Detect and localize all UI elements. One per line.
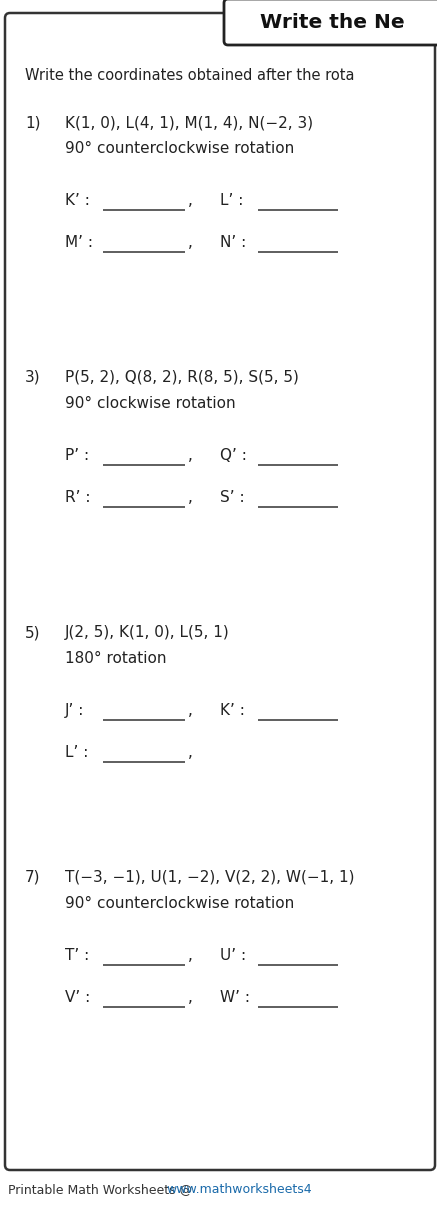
Text: ,: , <box>188 235 193 249</box>
Text: U’ :: U’ : <box>220 948 246 963</box>
Text: N’ :: N’ : <box>220 235 246 249</box>
Text: J(2, 5), K(1, 0), L(5, 1): J(2, 5), K(1, 0), L(5, 1) <box>65 625 230 640</box>
Text: ,: , <box>188 703 193 718</box>
Text: 90° clockwise rotation: 90° clockwise rotation <box>65 396 236 411</box>
Text: ,: , <box>188 448 193 463</box>
Text: www.mathworksheets4: www.mathworksheets4 <box>166 1183 312 1197</box>
Text: M’ :: M’ : <box>65 235 93 249</box>
Text: 7): 7) <box>25 870 41 884</box>
Text: ,: , <box>188 490 193 505</box>
Text: Write the Ne: Write the Ne <box>260 12 405 31</box>
Text: Q’ :: Q’ : <box>220 448 247 463</box>
FancyBboxPatch shape <box>5 13 435 1170</box>
Text: V’ :: V’ : <box>65 991 90 1005</box>
Text: Printable Math Worksheets @: Printable Math Worksheets @ <box>8 1183 196 1197</box>
Text: L’ :: L’ : <box>220 193 243 208</box>
Text: K’ :: K’ : <box>220 703 245 718</box>
Text: R’ :: R’ : <box>65 490 90 505</box>
Text: 3): 3) <box>25 370 41 386</box>
Text: K(1, 0), L(4, 1), M(1, 4), N(−2, 3): K(1, 0), L(4, 1), M(1, 4), N(−2, 3) <box>65 114 313 130</box>
Text: T’ :: T’ : <box>65 948 89 963</box>
Text: ,: , <box>188 193 193 208</box>
Text: S’ :: S’ : <box>220 490 245 505</box>
Text: P(5, 2), Q(8, 2), R(8, 5), S(5, 5): P(5, 2), Q(8, 2), R(8, 5), S(5, 5) <box>65 370 299 386</box>
Text: P’ :: P’ : <box>65 448 89 463</box>
Text: 5): 5) <box>25 625 41 640</box>
Text: 1): 1) <box>25 114 41 130</box>
Text: 90° counterclockwise rotation: 90° counterclockwise rotation <box>65 897 294 911</box>
FancyBboxPatch shape <box>224 0 437 45</box>
Text: J’ :: J’ : <box>65 703 84 718</box>
Text: ,: , <box>188 745 193 760</box>
Text: ,: , <box>188 948 193 963</box>
Text: L’ :: L’ : <box>65 745 88 760</box>
Text: T(−3, −1), U(1, −2), V(2, 2), W(−1, 1): T(−3, −1), U(1, −2), V(2, 2), W(−1, 1) <box>65 870 354 884</box>
Text: ,: , <box>188 991 193 1005</box>
Text: K’ :: K’ : <box>65 193 90 208</box>
Text: 90° counterclockwise rotation: 90° counterclockwise rotation <box>65 141 294 155</box>
Text: Write the coordinates obtained after the rota: Write the coordinates obtained after the… <box>25 67 354 83</box>
Text: 180° rotation: 180° rotation <box>65 651 166 666</box>
Text: W’ :: W’ : <box>220 991 250 1005</box>
